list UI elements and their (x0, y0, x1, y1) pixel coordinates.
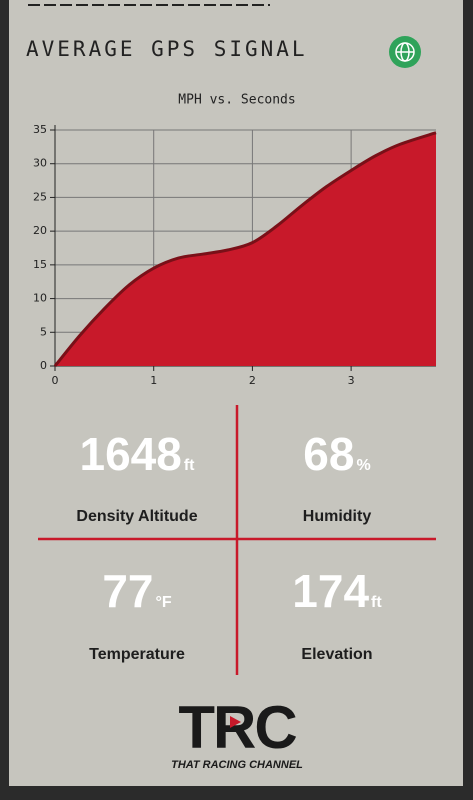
area-fill (55, 132, 436, 366)
x-tick-label: 3 (348, 374, 355, 387)
x-tick-label: 2 (249, 374, 256, 387)
stat: 68% (303, 428, 370, 480)
stat-label: Temperature (89, 646, 185, 663)
y-tick-label: 20 (33, 224, 47, 237)
globe-button[interactable] (389, 36, 421, 68)
logo-name: TRC (178, 694, 296, 761)
stat-value: 174 (292, 565, 369, 617)
plot: 0 5 10 15 20 25 30 35 0 1 2 3 (33, 123, 437, 387)
stat-value: 68 (303, 428, 354, 480)
y-tick-label: 15 (33, 258, 47, 271)
x-tick-label: 1 (150, 374, 157, 387)
x-tick-label: 0 (52, 374, 59, 387)
y-tick-label: 5 (40, 325, 47, 338)
y-tick-label: 0 (40, 359, 47, 372)
stat: 1648 ft (80, 428, 196, 480)
stat-label: Humidity (303, 508, 372, 525)
stat-label: Density Altitude (76, 508, 197, 525)
area-line (53, 131, 437, 367)
stat-value: 1648 (80, 428, 182, 480)
logo-tagline: THAT RACING CHANNEL (171, 759, 303, 771)
y-tick-label: 30 (33, 157, 47, 170)
stat: 174 ft (292, 565, 382, 617)
stat: 77 °F (102, 565, 172, 617)
chart-title: MPH vs. Seconds (178, 93, 295, 108)
y-tick-label: 35 (33, 123, 47, 136)
stats-divider (38, 405, 436, 675)
page-title: AVERAGE GPS SIGNAL (26, 37, 308, 61)
stat-label: Elevation (301, 646, 372, 663)
stat-unit: ft (371, 594, 382, 611)
y-tick-label: 25 (33, 190, 47, 203)
stat-unit: % (356, 457, 370, 474)
y-tick-label: 10 (33, 292, 47, 305)
stat-unit: °F (156, 594, 172, 611)
logo-play (230, 716, 241, 728)
stat-unit: ft (184, 457, 195, 474)
stat-value: 77 (102, 565, 153, 617)
